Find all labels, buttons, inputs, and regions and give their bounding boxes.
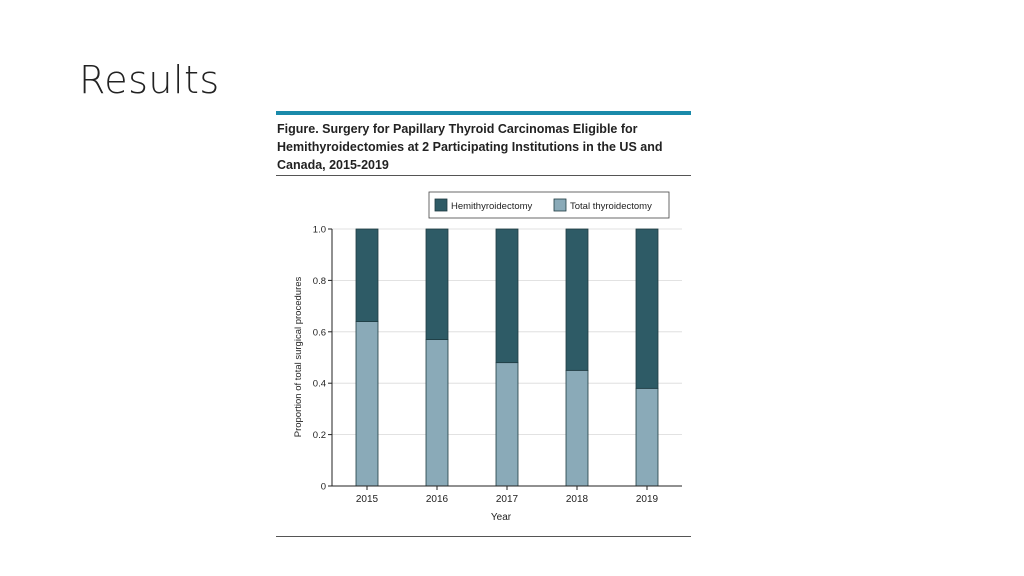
x-tick-label: 2018 <box>566 494 589 505</box>
bar-total-thyroidectomy <box>495 362 519 487</box>
stacked-bar-chart: 0 0.2 0.4 0.6 0.8 1.0 2015 2016 2017 2018 2019 Hem… <box>293 191 682 523</box>
x-tick-label: 2019 <box>636 494 659 505</box>
x-tick-label: 2015 <box>356 494 379 505</box>
figure-bottom-rule <box>276 536 691 537</box>
legend-label: Hemithyroidectomy <box>451 201 533 212</box>
x-tick-label: 2016 <box>426 494 449 505</box>
y-tick-label: 0 <box>321 482 326 493</box>
bar-hemithyroidectomy <box>355 228 379 322</box>
bar-total-thyroidectomy <box>425 339 449 487</box>
bar-hemithyroidectomy <box>425 228 449 340</box>
figure-divider <box>276 175 691 176</box>
y-tick-label: 0.6 <box>313 327 326 338</box>
bar-total-thyroidectomy <box>565 369 589 487</box>
bar-total-thyroidectomy <box>355 321 379 487</box>
x-tick-label: 2017 <box>496 494 519 505</box>
legend: Hemithyroidectomy Total thyroidectomy <box>428 191 670 219</box>
legend-label: Total thyroidectomy <box>570 201 652 212</box>
bar-hemithyroidectomy <box>495 228 519 364</box>
x-axis-label: Year <box>491 512 512 523</box>
legend-swatch <box>553 198 567 212</box>
axes: 0 0.2 0.4 0.6 0.8 1.0 2015 2016 2017 2018 2019 <box>313 225 682 505</box>
y-tick-label: 1.0 <box>313 225 326 236</box>
figure-caption: Figure. Surgery for Papillary Thyroid Ca… <box>277 122 663 172</box>
y-tick-label: 0.2 <box>313 430 326 441</box>
y-tick-label: 0.8 <box>313 276 326 287</box>
bars <box>355 228 659 487</box>
legend-swatch <box>434 198 448 212</box>
bar-total-thyroidectomy <box>635 387 659 487</box>
bar-hemithyroidectomy <box>565 228 589 371</box>
y-axis-label: Proportion of total surgical procedures <box>293 276 304 437</box>
figure-top-bar <box>276 111 691 115</box>
legend-box <box>428 191 670 219</box>
bar-hemithyroidectomy <box>635 228 659 389</box>
y-tick-label: 0.4 <box>313 379 326 390</box>
figure: Figure. Surgery for Papillary Thyroid Ca… <box>276 111 691 539</box>
slide-title: Results <box>79 58 220 102</box>
